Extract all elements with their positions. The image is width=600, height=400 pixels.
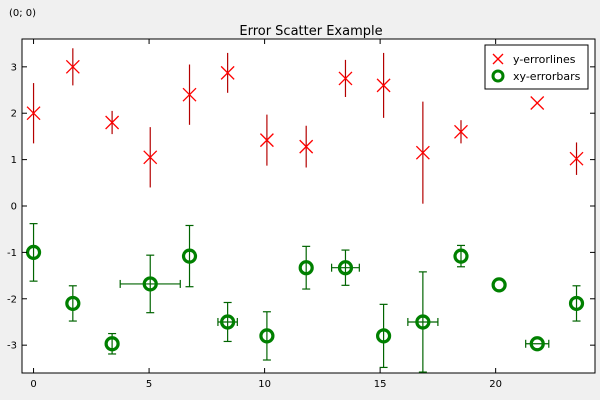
legend-label-y-errorlines: y-errorlines [513,53,576,66]
legend-box [484,44,589,90]
xy-errorbar-point [525,336,550,352]
x-tick-label: 20 [489,379,502,390]
x-marker-stroke [415,145,430,160]
xy-errorbar-point [568,285,585,322]
x-marker-stroke [182,87,197,102]
y-errorline-point [454,120,468,144]
xy-errorbar-point [331,249,360,286]
x-marker-stroke [105,115,120,130]
ring-marker [65,295,81,312]
xy-errorbar-point [119,254,181,314]
y-errorline-point [26,83,41,144]
x-marker-stroke [143,150,158,165]
x-tick-label: 0 [30,379,36,390]
ring-marker [337,260,354,276]
y-errorline-point [105,110,120,135]
y-errorline-point [143,127,158,188]
xy-errorbar-point [25,223,42,282]
y-tick-label: 2 [11,109,17,120]
y-tick-label: 1 [11,155,17,166]
x-marker-stroke [26,106,41,121]
axis-ticks: 0 5 10 15 20 -3 -2 -1 0 1 2 3 [7,39,595,390]
x-tick-label: 15 [374,379,387,390]
y-errorline-point [569,142,584,175]
y-errorline-point [220,52,235,93]
x-marker-stroke [259,133,274,148]
y-errorline-point [299,125,314,168]
xy-errorbar-point [491,277,507,293]
xy-errorbar-point [298,245,314,290]
x-tick-label: 10 [258,379,271,390]
ring-marker [259,328,275,344]
xy-errorbar-point [259,311,275,361]
x-tick-label: 5 [146,379,152,390]
x-marker-stroke [376,78,391,93]
y-errorline-point [338,59,353,97]
x-marker-stroke [454,124,468,139]
plot-area [21,38,596,374]
y-tick-label: -3 [7,341,17,352]
y-errorline-point [415,101,430,204]
x-marker-stroke [299,139,314,154]
y-tick-label: 3 [11,62,17,73]
y-errorline-point [376,52,391,118]
ring-marker [220,314,236,330]
ring-marker [142,276,158,292]
xy-errorbar-point [375,303,392,369]
ring-marker [181,248,198,264]
x-marker-stroke [569,151,584,166]
legend: y-errorlines xy-errorbars [484,44,589,90]
y-errorline-point [259,114,274,166]
chart-title: Error Scatter Example [239,24,382,39]
xy-errorbar-point [407,271,439,373]
xy-errorbar-point [104,332,120,355]
xy-errorbar-point [181,224,198,288]
ring-marker [491,277,507,293]
ring-marker [298,260,314,276]
xy-errorbar-point [65,285,81,322]
y-errorline-point [65,48,80,86]
x-marker-stroke [530,96,545,110]
legend-x-marker [492,53,504,65]
ring-marker [375,328,392,344]
y-tick-label: 0 [11,202,17,213]
x-marker-stroke [220,65,235,80]
xy-errorbar-point [217,301,238,343]
xy-errorbar-point [453,244,469,268]
y-tick-label: -1 [7,248,17,259]
ring-marker [415,314,431,330]
y-errorline-point [182,64,197,125]
y-tick-label: -2 [7,294,17,305]
ring-marker [529,336,545,352]
plot-content [25,48,585,373]
x-marker-stroke [65,59,80,74]
coordinate-readout: (0; 0) [9,8,36,19]
x-marker-stroke [338,71,353,86]
ring-marker [104,336,120,352]
ring-marker [453,248,469,264]
legend-ring-marker [491,69,505,83]
ring-marker [568,295,585,312]
y-errorline-point [530,96,545,110]
ring-marker [25,244,42,260]
legend-label-xy-errorbars: xy-errorbars [513,70,581,83]
